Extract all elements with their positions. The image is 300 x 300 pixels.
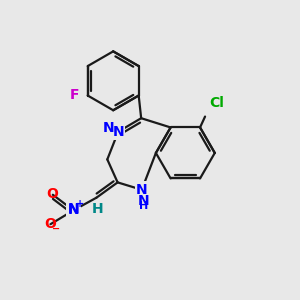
Text: F: F: [70, 88, 80, 102]
Text: O: O: [46, 187, 58, 201]
Text: N: N: [68, 202, 79, 216]
Text: N: N: [112, 125, 124, 139]
Text: N: N: [137, 194, 149, 208]
Text: N: N: [136, 183, 148, 197]
Text: O: O: [44, 217, 56, 231]
Text: H: H: [92, 202, 104, 216]
Text: Cl: Cl: [209, 96, 224, 110]
Text: +: +: [76, 200, 84, 209]
Text: N: N: [68, 203, 79, 218]
Text: N: N: [103, 121, 115, 135]
Text: H: H: [139, 201, 148, 211]
Text: −: −: [52, 224, 60, 234]
